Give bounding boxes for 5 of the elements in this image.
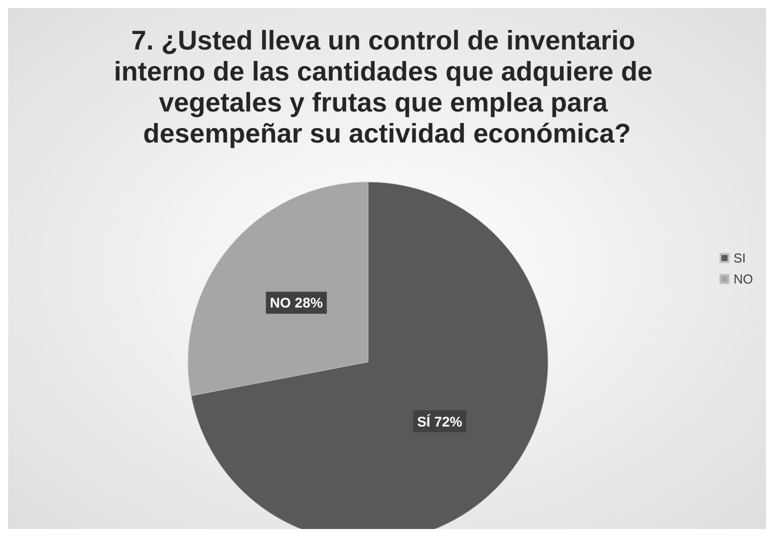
chart-title: 7. ¿Usted lleva un control de inventario interno de las cantidades que adquiere de vegetales y frutas que emplea para desempeñar su actividad económica? <box>114 26 660 148</box>
legend-label: SI <box>734 250 746 266</box>
legend-label: NO <box>734 272 753 286</box>
data-label: NO 28% <box>270 294 324 311</box>
data-label: SÍ 72% <box>417 413 463 430</box>
